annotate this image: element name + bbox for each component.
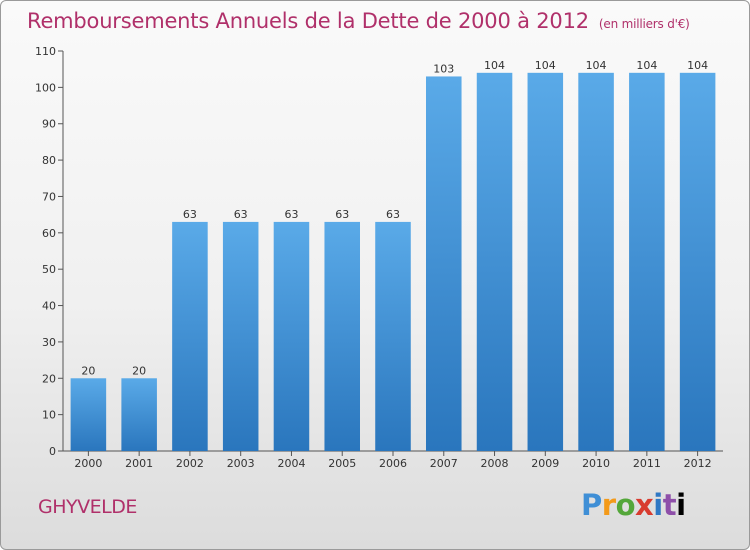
bar bbox=[324, 221, 360, 451]
x-tick-label: 2001 bbox=[125, 457, 153, 470]
bar bbox=[172, 221, 208, 451]
bar bbox=[375, 221, 411, 451]
x-tick-label: 2011 bbox=[633, 457, 661, 470]
x-tick-label: 2007 bbox=[430, 457, 458, 470]
y-tick-label: 0 bbox=[49, 445, 56, 458]
bar bbox=[273, 221, 310, 451]
data-label: 104 bbox=[586, 59, 607, 72]
data-label: 104 bbox=[535, 59, 556, 72]
y-tick-label: 60 bbox=[42, 227, 56, 240]
y-tick-label: 80 bbox=[42, 154, 56, 167]
bar bbox=[70, 378, 107, 451]
bar bbox=[222, 221, 259, 451]
bar bbox=[679, 72, 716, 452]
data-label: 63 bbox=[284, 208, 298, 221]
y-tick-label: 100 bbox=[35, 81, 56, 94]
y-tick-label: 110 bbox=[35, 45, 56, 58]
chart-unit: (en milliers d'€) bbox=[598, 17, 690, 31]
y-tick-label: 10 bbox=[42, 409, 56, 422]
data-label: 20 bbox=[81, 364, 95, 377]
data-labels: 20 20 63 63 63 63 63 103 104 104 104 104 104 bbox=[81, 59, 708, 377]
data-label: 104 bbox=[687, 59, 708, 72]
y-tick-label: 30 bbox=[42, 336, 56, 349]
data-label: 63 bbox=[335, 208, 349, 221]
x-tick-label: 2004 bbox=[277, 457, 305, 470]
x-tick-label: 2009 bbox=[531, 457, 559, 470]
x-tick-label: 2008 bbox=[481, 457, 509, 470]
chart-title-text: Remboursements Annuels de la Dette de 20… bbox=[27, 9, 589, 33]
city-name: GHYVELDE bbox=[38, 496, 137, 518]
x-tick-label: 2003 bbox=[227, 457, 255, 470]
bar bbox=[578, 72, 614, 452]
data-label: 104 bbox=[484, 59, 505, 72]
data-label: 63 bbox=[386, 208, 400, 221]
y-tick-label: 70 bbox=[42, 190, 56, 203]
data-label: 104 bbox=[636, 59, 657, 72]
y-tick-label: 20 bbox=[42, 372, 56, 385]
x-tick-label: 2002 bbox=[176, 457, 204, 470]
data-label: 63 bbox=[183, 208, 197, 221]
bar bbox=[629, 72, 665, 452]
x-tick-label: 2005 bbox=[328, 457, 356, 470]
y-tick-label: 40 bbox=[42, 300, 56, 313]
x-tick-label: 2006 bbox=[379, 457, 407, 470]
data-label: 103 bbox=[433, 62, 454, 75]
axes: 0 10 20 30 40 50 60 70 80 90 100 110 2000 2001 2002 200… bbox=[35, 45, 723, 470]
bar bbox=[476, 72, 513, 452]
x-tick-label: 2010 bbox=[582, 457, 610, 470]
chart-title: Remboursements Annuels de la Dette de 20… bbox=[27, 9, 690, 33]
bar bbox=[426, 76, 462, 452]
data-label: 63 bbox=[234, 208, 248, 221]
bars bbox=[70, 72, 716, 452]
x-tick-label: 2000 bbox=[74, 457, 102, 470]
bar bbox=[121, 378, 157, 451]
bar bbox=[527, 72, 564, 452]
y-tick-label: 50 bbox=[42, 263, 56, 276]
x-tick-label: 2012 bbox=[684, 457, 712, 470]
y-tick-label: 90 bbox=[42, 118, 56, 131]
proxiti-logo: Proxiti bbox=[581, 488, 686, 522]
data-label: 20 bbox=[132, 364, 146, 377]
